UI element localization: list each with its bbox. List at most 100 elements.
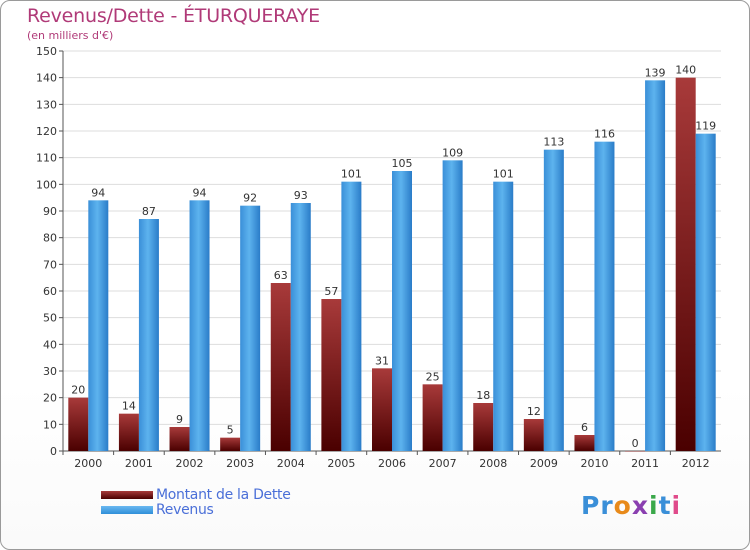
legend-swatch-revenue [101,505,153,514]
y-tick-label: 120 [36,125,57,138]
data-label-revenue: 94 [193,186,207,199]
bar-revenue [189,200,210,451]
x-tick-label: 2011 [631,457,659,470]
data-label-revenue: 93 [294,189,308,202]
y-tick-label: 80 [43,232,57,245]
data-label-revenue: 87 [142,205,156,218]
x-tick-label: 2010 [580,457,608,470]
proxiti-logo: Proxiti [581,491,681,520]
bar-revenue [138,219,159,451]
bar-debt [625,451,646,452]
y-tick-label: 50 [43,312,57,325]
data-label-debt: 12 [527,405,541,418]
data-label-revenue: 116 [594,128,615,141]
legend: Montant de la Dette Revenus [101,486,291,518]
bar-revenue [341,181,362,451]
data-label-revenue: 139 [645,66,666,79]
data-label-debt: 14 [122,400,136,413]
y-tick-label: 20 [43,392,57,405]
legend-item-revenue: Revenus [101,501,291,518]
y-tick-label: 0 [50,445,57,458]
data-label-revenue: 101 [341,168,362,181]
x-tick-label: 2012 [682,457,710,470]
data-label-debt: 63 [274,269,288,282]
data-label-debt: 6 [581,421,588,434]
x-tick-label: 2007 [429,457,457,470]
bar-debt [372,368,392,451]
data-label-revenue: 109 [442,146,463,159]
x-tick-label: 2005 [327,457,355,470]
bar-revenue [543,149,564,451]
data-label-debt: 9 [176,413,183,426]
y-tick-label: 150 [36,45,57,58]
bar-debt [220,437,241,451]
bar-debt [574,435,595,451]
bar-revenue [290,203,311,451]
data-label-debt: 140 [675,64,696,77]
bar-debt [675,77,696,452]
data-label-debt: 31 [375,354,389,367]
logo-letter: o [613,491,632,520]
y-tick-label: 130 [36,98,57,111]
bar-debt [473,403,494,451]
y-tick-label: 40 [43,338,57,351]
bar-revenue [240,205,261,451]
x-tick-label: 2001 [125,457,153,470]
bar-revenue [695,133,716,451]
x-tick-label: 2000 [74,457,102,470]
data-label-revenue: 101 [493,168,514,181]
y-tick-label: 60 [43,285,57,298]
y-tick-label: 70 [43,258,57,271]
bar-revenue [645,80,666,451]
legend-swatch-debt [101,490,153,499]
logo-letter: i [649,491,659,520]
legend-label-debt: Montant de la Dette [156,486,291,503]
data-label-debt: 20 [71,384,85,397]
logo-letter: t [658,491,672,520]
y-tick-label: 140 [36,72,57,85]
y-tick-label: 100 [36,178,57,191]
x-tick-label: 2004 [277,457,305,470]
chart-subtitle: (en milliers d'€) [27,29,114,42]
chart-title: Revenus/Dette - ÉTURQUERAYE [27,5,320,27]
y-tick-label: 10 [43,418,57,431]
data-label-revenue: 94 [91,186,105,199]
bar-debt [118,413,139,451]
data-label-revenue: 105 [392,157,413,170]
data-label-debt: 0 [632,437,639,450]
bar-debt [270,283,291,451]
data-label-revenue: 113 [543,136,564,149]
bar-revenue [442,160,463,452]
logo-letter: P [581,491,601,520]
bar-revenue [392,171,412,451]
data-label-debt: 5 [227,424,234,437]
data-label-revenue: 119 [695,120,716,133]
x-tick-label: 2006 [378,457,406,470]
logo-letter: r [600,491,614,520]
legend-label-revenue: Revenus [156,501,214,518]
bar-debt [523,419,544,451]
bar-debt [169,427,190,451]
bar-revenue [88,200,109,451]
logo-letter: i [671,491,682,520]
bar-debt [422,384,443,451]
data-label-debt: 18 [476,389,490,402]
legend-item-debt: Montant de la Dette [101,486,291,503]
logo-letter: x [631,491,649,520]
y-tick-label: 30 [43,365,57,378]
data-label-debt: 57 [324,285,338,298]
data-label-debt: 25 [426,370,440,383]
x-tick-label: 2003 [226,457,254,470]
bar-debt [68,397,89,451]
x-tick-label: 2008 [479,457,507,470]
bar-revenue [493,181,514,451]
bar-debt [321,299,342,451]
y-tick-label: 90 [43,205,57,218]
x-tick-label: 2002 [176,457,204,470]
x-tick-label: 2009 [530,457,558,470]
bar-revenue [594,141,615,451]
y-tick-label: 110 [36,152,57,165]
data-label-revenue: 92 [243,192,257,205]
